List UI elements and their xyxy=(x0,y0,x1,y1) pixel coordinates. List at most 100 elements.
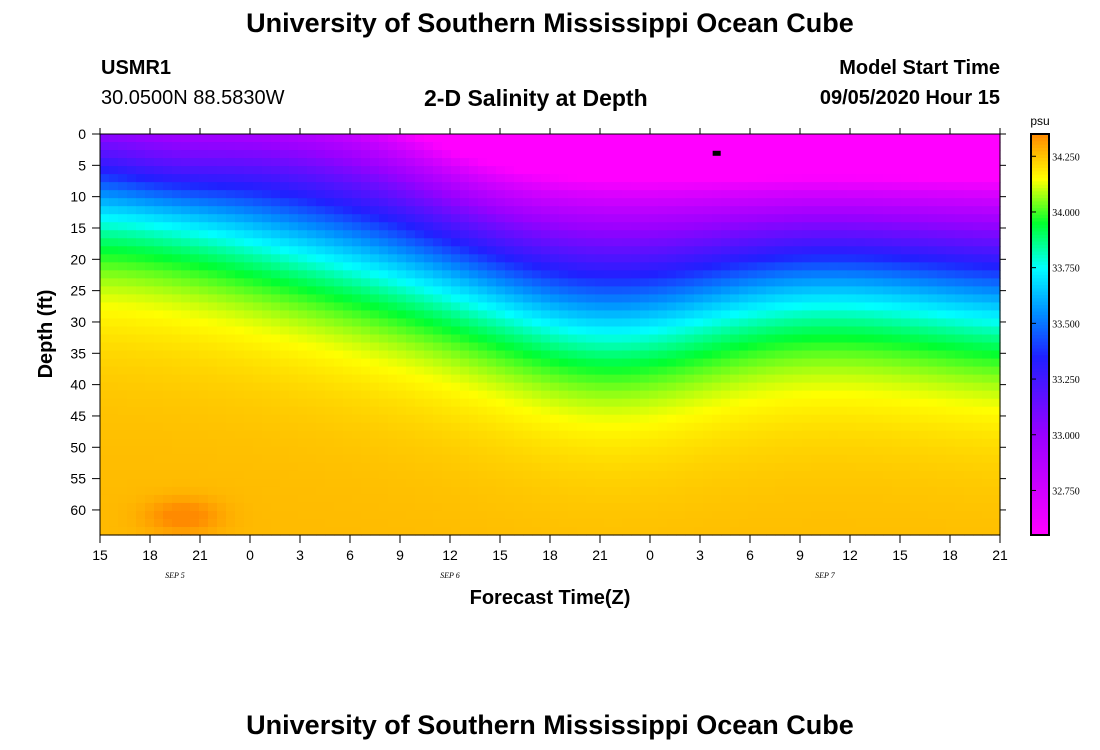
heat-cell xyxy=(379,166,389,175)
heat-cell xyxy=(415,278,425,287)
heat-cell xyxy=(109,142,119,151)
heat-cell xyxy=(622,158,632,167)
heat-cell xyxy=(829,230,839,239)
heat-cell xyxy=(208,462,218,472)
heat-cell xyxy=(586,174,596,183)
heat-cell xyxy=(775,302,785,312)
heat-cell xyxy=(838,350,848,360)
heat-cell xyxy=(280,254,290,263)
heat-cell xyxy=(550,318,560,328)
heat-cell xyxy=(604,502,614,512)
heat-cell xyxy=(910,494,920,504)
heat-cell xyxy=(226,438,236,448)
heat-cell xyxy=(496,454,506,464)
heat-cell xyxy=(577,462,587,472)
heat-cell xyxy=(595,166,605,175)
heat-cell xyxy=(217,286,227,295)
heat-cell xyxy=(262,422,272,432)
heat-cell xyxy=(442,478,452,488)
heat-cell xyxy=(712,230,722,239)
heat-cell xyxy=(559,374,569,384)
heat-cell xyxy=(703,446,713,456)
heat-cell xyxy=(379,142,389,151)
heat-cell xyxy=(145,134,155,143)
heat-cell xyxy=(505,430,515,440)
heat-cell xyxy=(190,182,200,191)
heat-cell xyxy=(991,358,1001,368)
heat-cell xyxy=(361,214,371,223)
heat-cell xyxy=(559,166,569,175)
heat-cell xyxy=(325,422,335,432)
heat-cell xyxy=(514,478,524,488)
heat-cell xyxy=(388,294,398,304)
heat-cell xyxy=(487,350,497,360)
heat-cell xyxy=(649,254,659,263)
heat-cell xyxy=(226,374,236,384)
heat-cell xyxy=(235,438,245,448)
heat-cell xyxy=(451,326,461,336)
heat-cell xyxy=(640,270,650,279)
heat-cell xyxy=(487,430,497,440)
heat-cell xyxy=(838,270,848,279)
heat-cell xyxy=(568,390,578,400)
heat-cell xyxy=(721,150,731,159)
heat-cell xyxy=(586,326,596,336)
heat-cell xyxy=(748,414,758,424)
heat-cell xyxy=(595,318,605,328)
heat-cell xyxy=(703,222,713,231)
heat-cell xyxy=(613,358,623,368)
heat-cell xyxy=(316,150,326,159)
heat-cell xyxy=(352,182,362,191)
heat-cell xyxy=(289,446,299,456)
heat-cell xyxy=(649,190,659,199)
heat-cell xyxy=(739,310,749,320)
heat-cell xyxy=(226,350,236,360)
heat-cell xyxy=(703,430,713,440)
heat-cell xyxy=(352,518,362,528)
heat-cell xyxy=(100,254,110,263)
heat-cell xyxy=(370,150,380,159)
heat-cell xyxy=(334,190,344,199)
heat-cell xyxy=(640,478,650,488)
heat-cell xyxy=(163,358,173,368)
heat-cell xyxy=(937,310,947,320)
heat-cell xyxy=(703,190,713,199)
heat-cell xyxy=(307,398,317,408)
heat-cell xyxy=(802,318,812,328)
heat-cell xyxy=(406,294,416,304)
heat-cell xyxy=(874,414,884,424)
heat-cell xyxy=(226,254,236,263)
heat-cell xyxy=(100,222,110,231)
heat-cell xyxy=(748,278,758,287)
heat-cell xyxy=(559,462,569,472)
heat-cell xyxy=(154,230,164,239)
heat-cell xyxy=(541,222,551,231)
heat-cell xyxy=(388,166,398,175)
heat-cell xyxy=(307,230,317,239)
heat-cell xyxy=(937,134,947,143)
heat-cell xyxy=(163,478,173,488)
heat-cell xyxy=(208,526,218,536)
heat-cell xyxy=(694,230,704,239)
heat-cell xyxy=(235,142,245,151)
heat-cell xyxy=(739,174,749,183)
heat-cell xyxy=(136,454,146,464)
heat-cell xyxy=(640,454,650,464)
heat-cell xyxy=(361,326,371,336)
heat-cell xyxy=(937,222,947,231)
heat-cell xyxy=(172,238,182,247)
heat-cell xyxy=(658,358,668,368)
heat-cell xyxy=(442,270,452,279)
heat-cell xyxy=(523,446,533,456)
heat-cell xyxy=(163,254,173,263)
heat-cell xyxy=(154,198,164,207)
heat-cell xyxy=(541,246,551,255)
heat-cell xyxy=(685,422,695,432)
heat-cell xyxy=(118,158,128,167)
heat-cell xyxy=(928,374,938,384)
heat-cell xyxy=(667,422,677,432)
heat-cell xyxy=(622,326,632,336)
heat-cell xyxy=(388,174,398,183)
heat-cell xyxy=(280,246,290,255)
heat-cell xyxy=(730,326,740,336)
